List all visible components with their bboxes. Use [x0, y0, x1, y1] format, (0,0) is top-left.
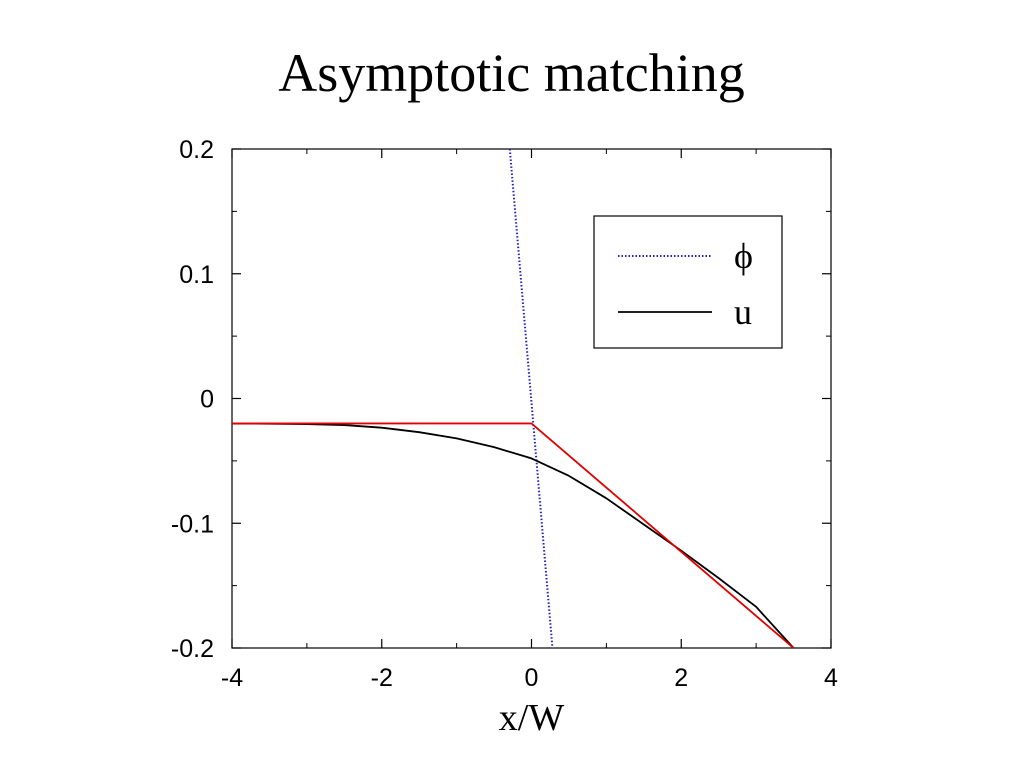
x-tick-label: -2 — [371, 664, 393, 692]
y-tick-labels: 0.2 0.1 0 -0.1 -0.2 — [171, 136, 214, 663]
x-tick-labels: -4 -2 0 2 4 — [221, 664, 838, 692]
y-tick-label: 0.2 — [179, 136, 214, 164]
x-tick-label: -4 — [221, 664, 243, 692]
y-tick-label: 0.1 — [179, 261, 214, 289]
series-group — [232, 149, 795, 648]
major-ticks — [231, 148, 832, 649]
x-tick-label: 2 — [674, 664, 688, 692]
minor-ticks — [232, 149, 831, 648]
x-tick-label: 4 — [824, 664, 838, 692]
series-line-phi — [508, 149, 554, 648]
legend: ϕu — [593, 215, 783, 349]
legend-label: ϕ — [734, 236, 753, 276]
series-line-asymptote — [232, 422, 795, 648]
legend-label: u — [734, 292, 752, 332]
slide-title: Asymptotic matching — [278, 43, 745, 103]
x-tick-label: 0 — [525, 664, 539, 692]
y-tick-label: 0 — [200, 386, 214, 414]
y-tick-label: -0.2 — [171, 635, 214, 663]
legend-box — [593, 215, 783, 349]
x-axis-title: x/W — [499, 697, 565, 739]
y-tick-label: -0.1 — [171, 510, 214, 538]
series-line-u — [232, 422, 795, 648]
